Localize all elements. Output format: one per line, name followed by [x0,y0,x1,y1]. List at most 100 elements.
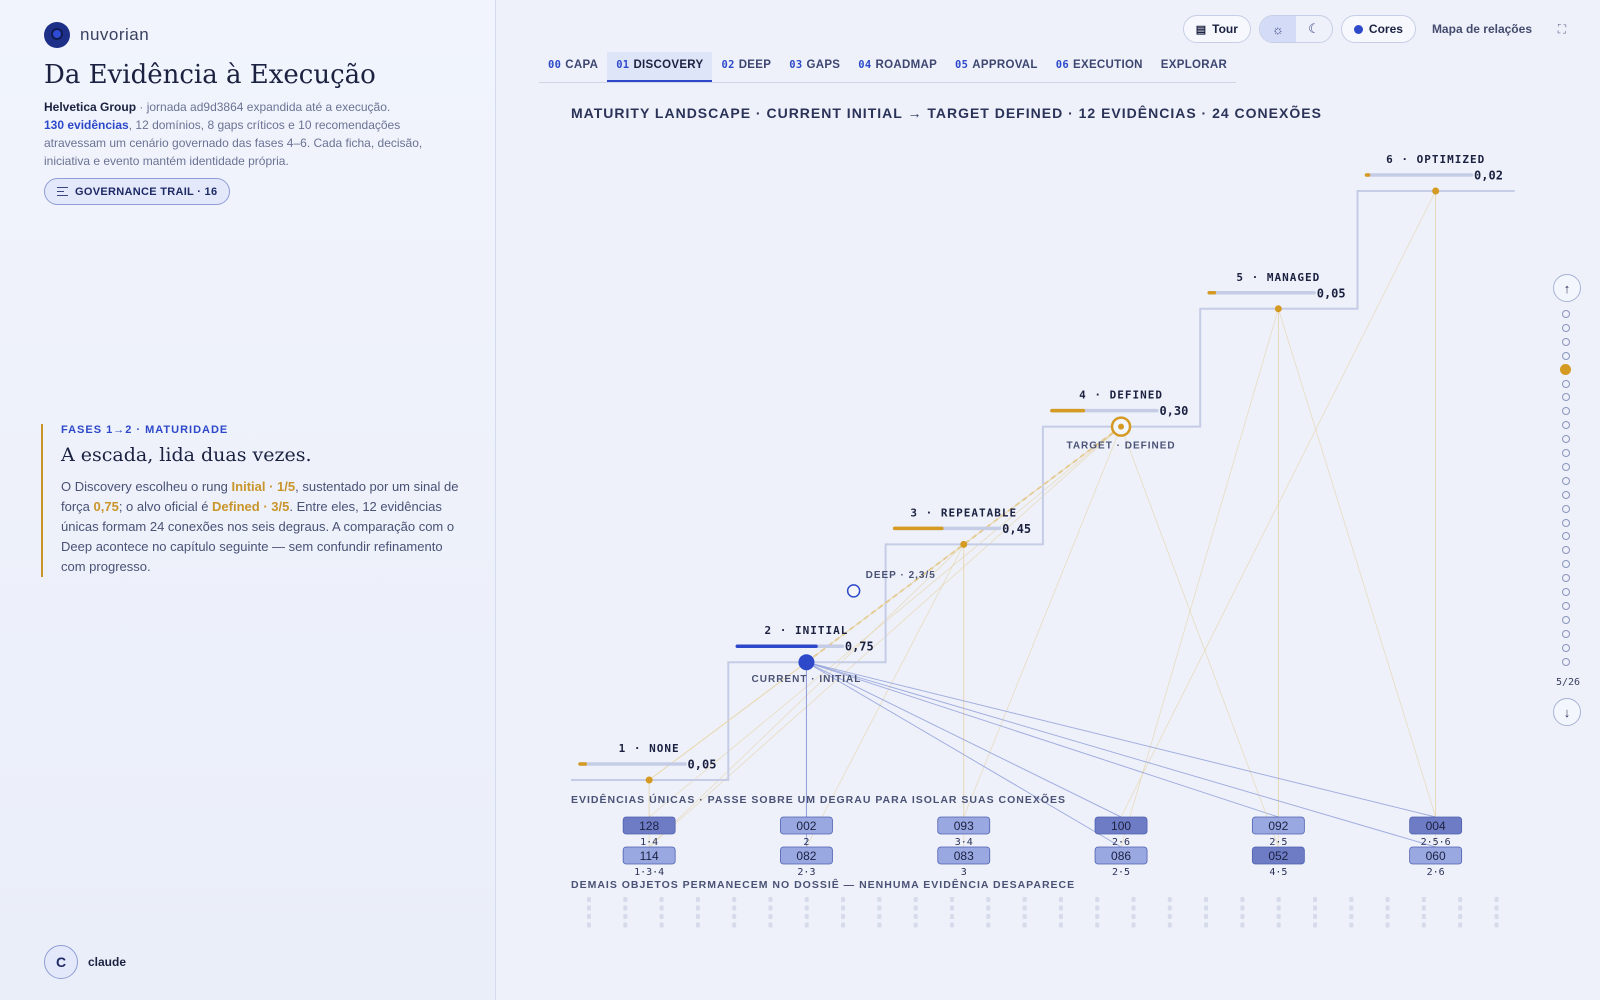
colors-label: Cores [1368,22,1403,36]
rail-dot[interactable] [1562,449,1570,457]
rail-dot[interactable] [1562,588,1570,596]
tab-roadmap[interactable]: 04 ROADMAP [849,52,946,82]
rail-dot[interactable] [1562,490,1570,499]
connection-line [1277,308,1437,818]
rail-dot[interactable] [1562,462,1570,471]
rail-dot[interactable] [1562,532,1570,541]
arrow-up-icon[interactable]: ↑ [1553,274,1581,302]
dossier-placeholder [1494,922,1499,928]
rail-dot[interactable] [1562,546,1570,555]
rail-dot[interactable] [1562,310,1570,318]
rail-dot[interactable] [1562,560,1570,569]
dossier-placeholder [804,914,809,919]
rail-dot[interactable] [1562,629,1570,638]
nuvorian-logo-icon [44,22,70,48]
tour-button[interactable]: ▤ Tour [1182,15,1251,43]
user-profile[interactable]: C claude [44,945,126,979]
target-marker-core [1118,423,1125,430]
evidence-chip-box [1251,846,1305,865]
phase-text-1: O Discovery escolheu o rung [61,479,232,494]
tab-label: APPROVAL [972,59,1038,71]
phase-card: FASES 1→2 · MATURIDADE A escada, lida du… [41,424,461,577]
colors-button[interactable]: Cores [1340,15,1416,43]
rail-dot[interactable] [1562,379,1570,388]
dossier-placeholder [1313,905,1317,911]
tab-label: DISCOVERY [633,59,704,71]
arrow-down-icon[interactable]: ↓ [1553,698,1581,726]
moon-icon[interactable]: ☾ [1308,21,1320,36]
rail-dot[interactable] [1562,476,1570,485]
dossier-placeholder [1421,914,1426,919]
dossier-placeholder [986,922,991,928]
dossier-placeholder [1421,897,1426,902]
tab-gaps[interactable]: 03 GAPS [780,52,849,82]
phase-text-2: , sustentado por um sinal de força [61,479,459,514]
dossier-placeholder [1349,922,1354,928]
level-value: 0,75 [845,640,874,654]
rail-dot[interactable] [1562,657,1570,666]
tab-approval[interactable]: 05 APPROVAL [946,52,1047,82]
tab-execution[interactable]: 06 EXECUTION [1047,52,1152,82]
dossier-placeholder [1349,914,1354,919]
rail-dot[interactable] [1562,337,1570,346]
evidence-chip[interactable]: 004 2·5·6 [1409,816,1463,848]
dossier-placeholder [1313,897,1317,902]
evidence-chip-box [937,846,991,865]
maturity-heading: MATURITY LANDSCAPE · CURRENT INITIAL → T… [571,105,1322,121]
intro-text-1: · jornada ad9d3864 expandida até a execu… [136,100,391,114]
dossier-placeholder [950,905,954,911]
evidence-levels: 1·3·4 [634,867,664,878]
deep-marker [846,584,861,598]
rail-dot[interactable] [1562,435,1570,444]
fullscreen-icon[interactable]: ⛶ [1557,21,1567,36]
rail-dot[interactable] [1562,504,1570,513]
rail-dot[interactable] [1562,421,1570,430]
dossier-placeholder [1095,897,1100,902]
rail-dot[interactable] [1562,574,1570,583]
evidence-chip[interactable]: 114 1·3·4 [622,846,676,878]
rail-dot[interactable] [1560,364,1571,376]
level-label: 3 · REPEATABLE [910,506,1017,519]
chapter-tabs: 00 CAPA 01 DISCOVERY 02 DEEP 03 GAPS 04 ROADMAP 05… [539,52,1237,83]
dossier-placeholder [695,905,700,911]
rail-dot[interactable] [1562,518,1570,527]
rail-dot[interactable] [1562,351,1570,360]
dossier-placeholder [1131,914,1136,919]
dossier-placeholder [950,922,954,928]
brand[interactable]: nuvorian [44,22,149,48]
sun-icon[interactable]: ☼ [1259,16,1296,42]
tour-icon: ▤ [1195,23,1207,36]
dossier-placeholder [587,897,591,902]
rail-dot[interactable] [1562,323,1570,332]
tab-discovery[interactable]: 01 DISCOVERY [607,52,713,82]
top-toolbar: ▤ Tour ☼ ☾ Cores Mapa de relações ⛶ [1182,15,1576,43]
tab-capa[interactable]: 00 CAPA [539,52,607,82]
rail-dot[interactable] [1562,643,1570,652]
tab-number: 01 [616,59,630,71]
connection-line [963,426,1122,818]
dossier-placeholder [1494,914,1499,919]
intro-evidence-count: 130 evidências [44,118,129,132]
rail-dot[interactable] [1562,615,1570,624]
evidence-id: 082 [796,849,816,863]
relations-map-link[interactable]: Mapa de relações [1431,22,1532,36]
tab-deep[interactable]: 02 DEEP [712,52,780,82]
connection-line [806,661,1122,818]
rail-dot[interactable] [1562,393,1570,402]
tab-explorar[interactable]: EXPLORAR [1152,52,1236,82]
governance-trail-button[interactable]: GOVERNANCE TRAIL · 16 [44,178,231,205]
rail-dot[interactable] [1562,407,1570,416]
intro-company: Helvetica Group [44,100,137,114]
governance-trail-label: GOVERNANCE TRAIL · 16 [75,185,218,198]
rail-dot[interactable] [1562,601,1570,610]
